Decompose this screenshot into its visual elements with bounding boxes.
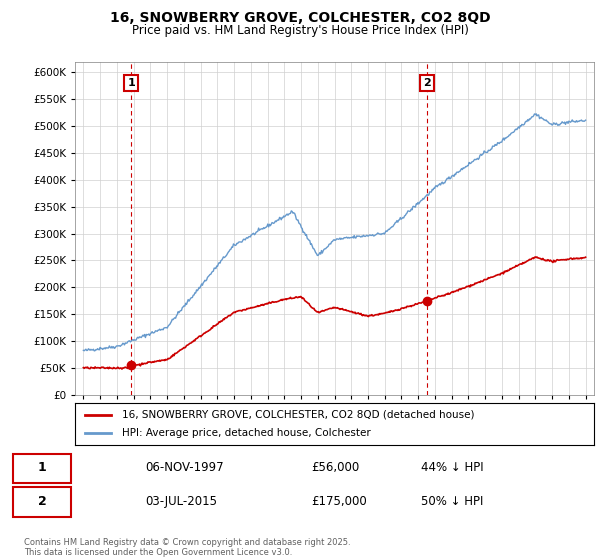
FancyBboxPatch shape	[13, 487, 71, 517]
Text: 1: 1	[127, 78, 135, 88]
Text: 16, SNOWBERRY GROVE, COLCHESTER, CO2 8QD (detached house): 16, SNOWBERRY GROVE, COLCHESTER, CO2 8QD…	[122, 410, 474, 420]
Text: 2: 2	[38, 494, 47, 507]
Text: 06-NOV-1997: 06-NOV-1997	[145, 461, 224, 474]
Text: Price paid vs. HM Land Registry's House Price Index (HPI): Price paid vs. HM Land Registry's House …	[131, 24, 469, 36]
Text: 50% ↓ HPI: 50% ↓ HPI	[421, 494, 484, 507]
Text: 1: 1	[38, 461, 47, 474]
FancyBboxPatch shape	[13, 454, 71, 483]
Text: £56,000: £56,000	[311, 461, 359, 474]
Text: 2: 2	[423, 78, 430, 88]
Text: 16, SNOWBERRY GROVE, COLCHESTER, CO2 8QD: 16, SNOWBERRY GROVE, COLCHESTER, CO2 8QD	[110, 11, 490, 25]
Text: 03-JUL-2015: 03-JUL-2015	[145, 494, 217, 507]
Text: Contains HM Land Registry data © Crown copyright and database right 2025.
This d: Contains HM Land Registry data © Crown c…	[24, 538, 350, 557]
Text: 44% ↓ HPI: 44% ↓ HPI	[421, 461, 484, 474]
Text: £175,000: £175,000	[311, 494, 367, 507]
Text: HPI: Average price, detached house, Colchester: HPI: Average price, detached house, Colc…	[122, 428, 370, 438]
